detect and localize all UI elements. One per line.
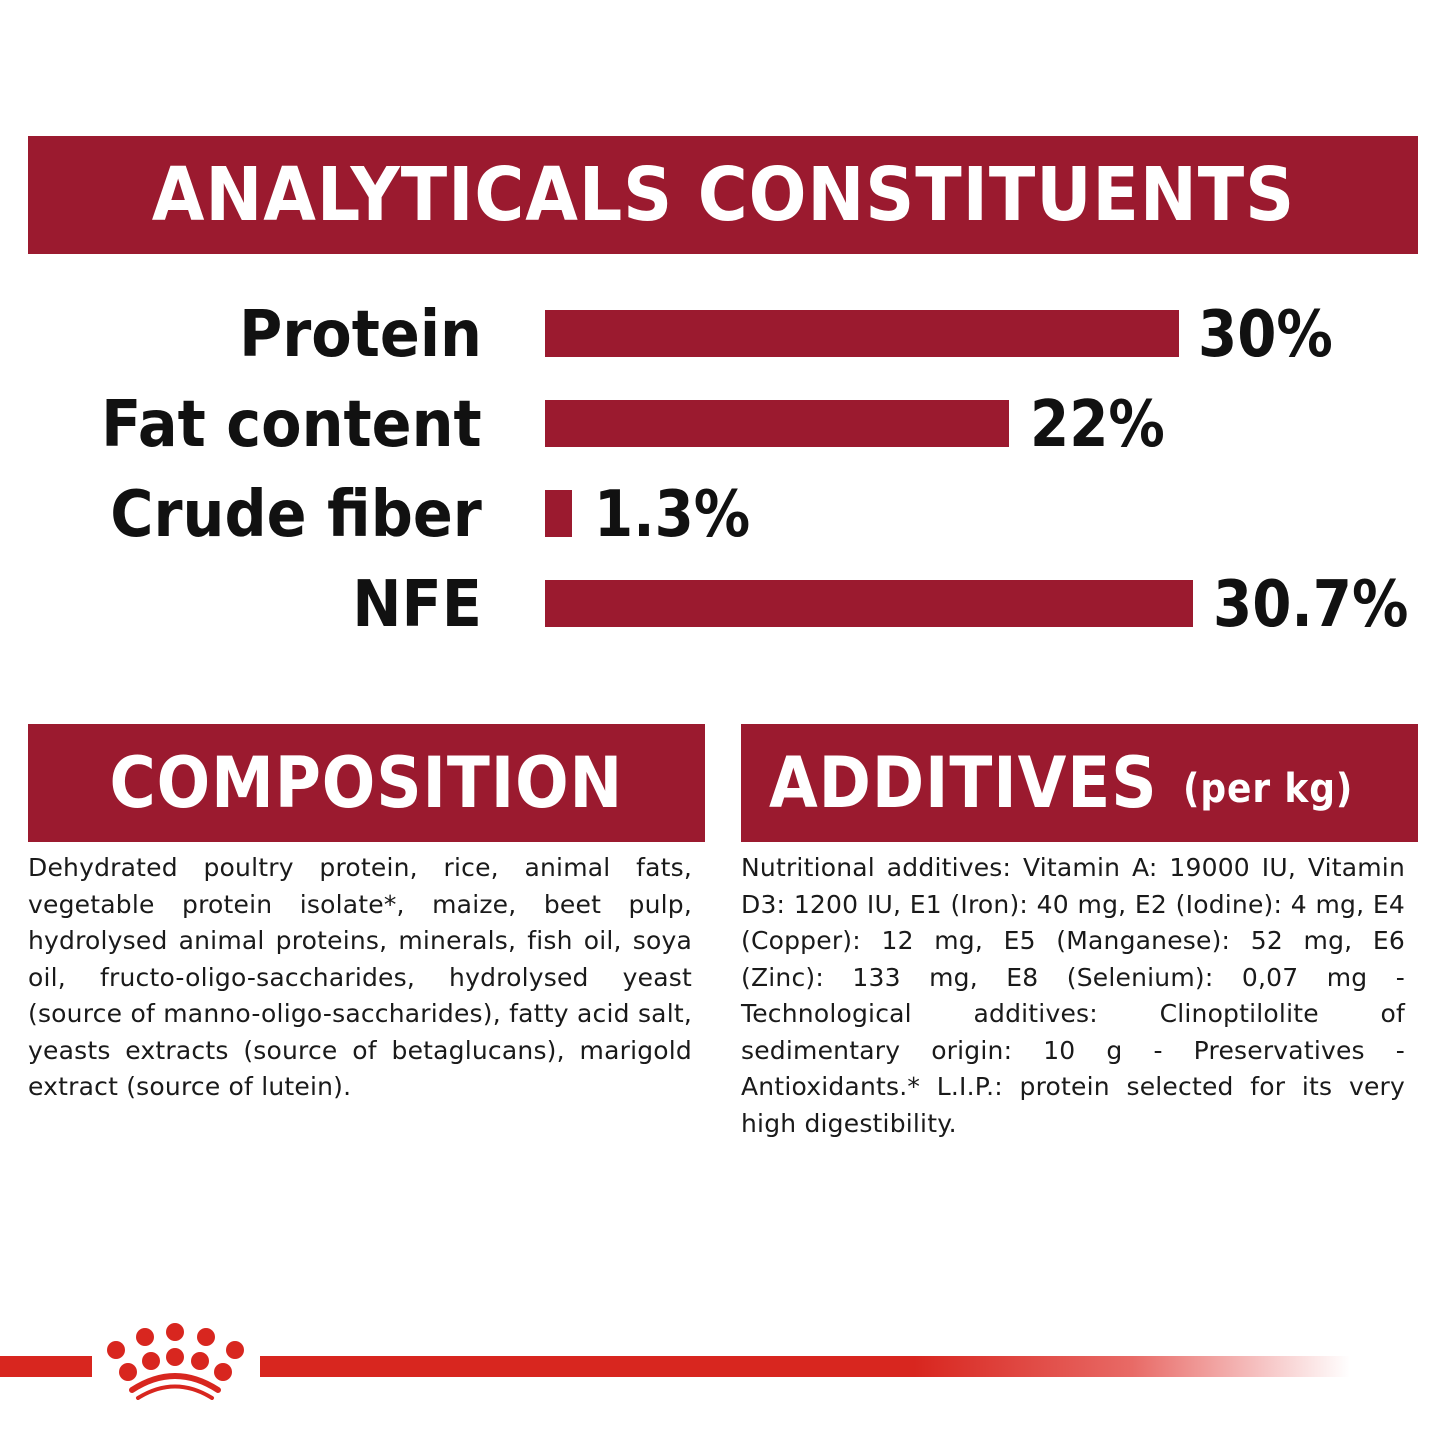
chart-row-crude-fiber: Crude fiber 1.3% xyxy=(0,470,1445,560)
bar-fat-content xyxy=(545,400,1009,447)
bar-nfe xyxy=(545,580,1193,627)
additives-text: Nutritional additives: Vitamin A: 19000 … xyxy=(741,853,1405,1138)
analytical-constituents-banner: ANALYTICALS CONSTITUENTS xyxy=(28,136,1418,254)
analytical-constituents-title: ANALYTICALS CONSTITUENTS xyxy=(151,152,1295,238)
row-value: 22% xyxy=(1030,388,1165,462)
constituents-bar-chart: Protein 30% Fat content 22% Crude fiber … xyxy=(0,290,1445,650)
chart-row-nfe: NFE 30.7% xyxy=(0,560,1445,650)
chart-row-protein: Protein 30% xyxy=(0,290,1445,380)
additives-subtitle: (per kg) xyxy=(1182,766,1353,812)
composition-text: Dehydrated poultry protein, rice, animal… xyxy=(28,853,692,1101)
crown-icon xyxy=(107,1323,244,1400)
row-label: NFE xyxy=(352,568,482,642)
additives-title: ADDITIVES xyxy=(769,742,1158,824)
row-value: 30.7% xyxy=(1213,568,1409,642)
chart-row-fat-content: Fat content 22% xyxy=(0,380,1445,470)
row-label: Protein xyxy=(239,298,482,372)
footer-line-left xyxy=(0,1356,92,1377)
bar-protein xyxy=(545,310,1179,357)
row-value: 1.3% xyxy=(594,478,751,552)
footer-line-right xyxy=(260,1356,1350,1377)
row-label: Fat content xyxy=(101,388,482,462)
composition-title: COMPOSITION xyxy=(109,742,624,824)
row-label: Crude fiber xyxy=(110,478,482,552)
row-value: 30% xyxy=(1198,298,1333,372)
additives-banner: ADDITIVES (per kg) xyxy=(741,724,1418,842)
bar-crude-fiber xyxy=(545,490,572,537)
composition-banner: COMPOSITION xyxy=(28,724,705,842)
